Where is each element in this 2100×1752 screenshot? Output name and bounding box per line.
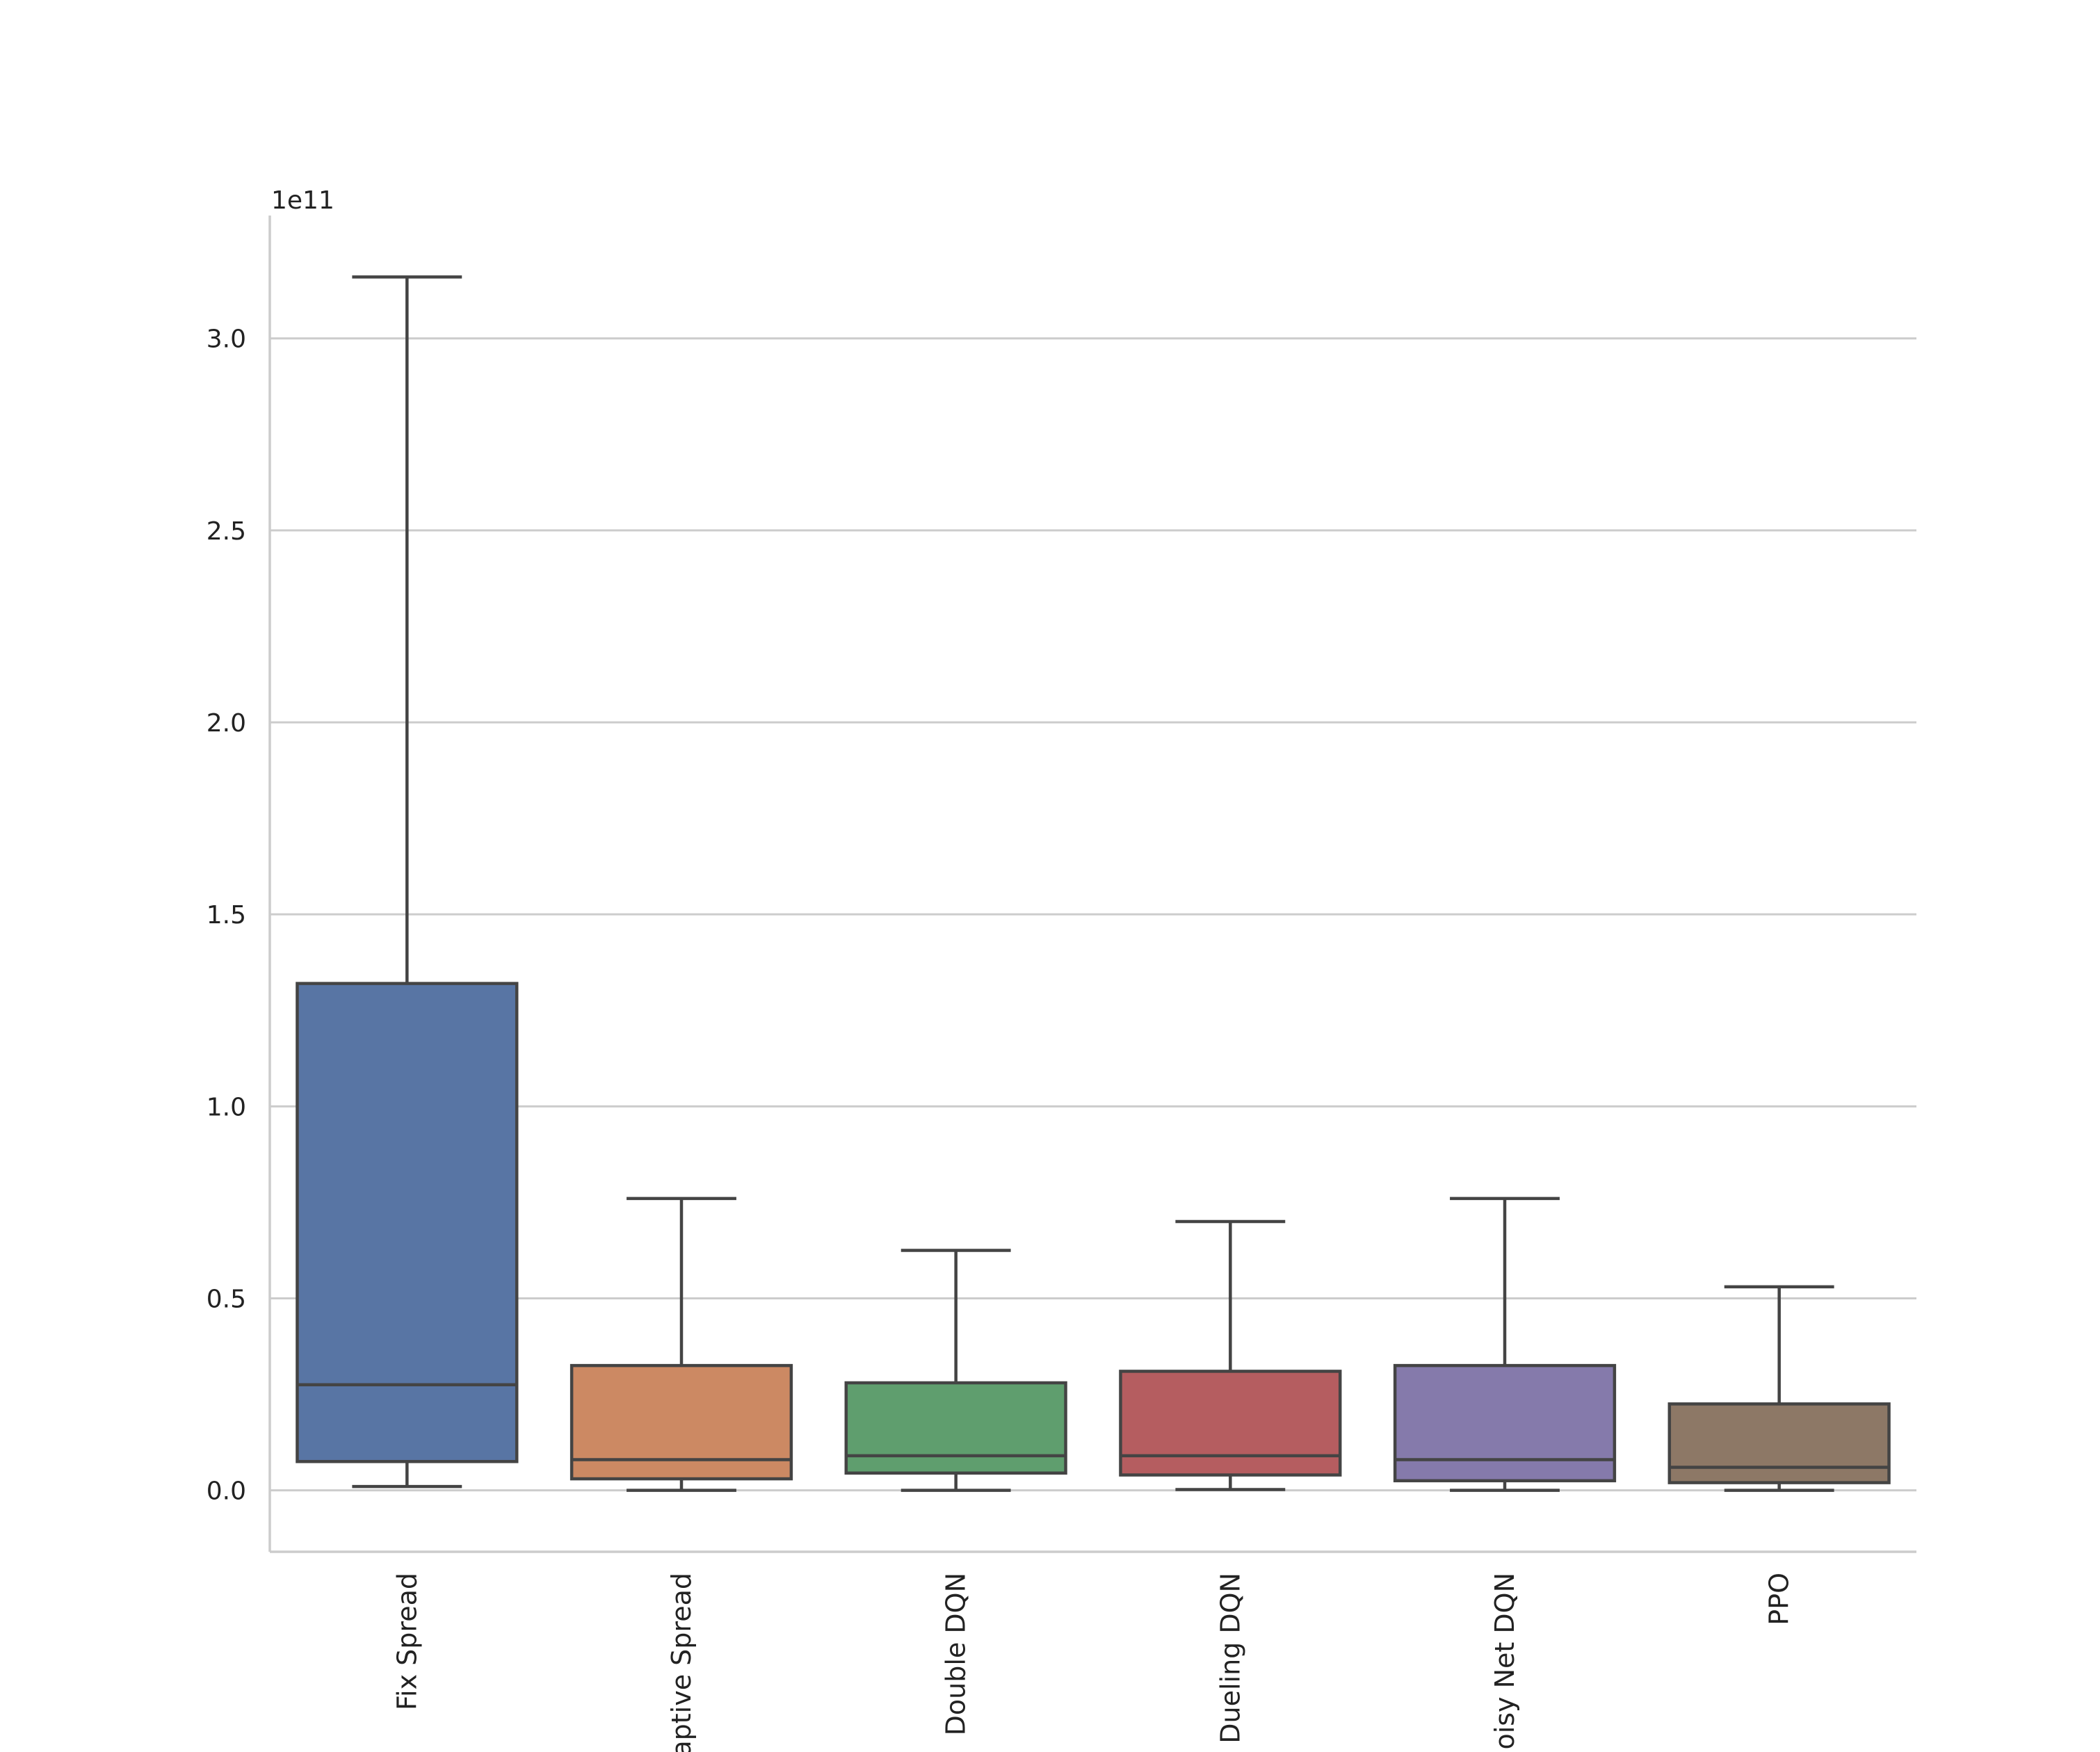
box-body bbox=[844, 1381, 1067, 1475]
y-tick-label: 2.5 bbox=[207, 517, 246, 546]
box-4 bbox=[1119, 1219, 1342, 1491]
box-body bbox=[1393, 1363, 1617, 1483]
box-3 bbox=[844, 1249, 1067, 1492]
y-tick-label: 0.5 bbox=[207, 1285, 246, 1313]
box-body bbox=[1119, 1370, 1342, 1477]
box-2 bbox=[570, 1197, 793, 1492]
box-6 bbox=[1667, 1285, 1891, 1492]
boxes bbox=[296, 275, 1891, 1492]
x-tick-label: Double DQN bbox=[941, 1573, 971, 1735]
y-offset-label: 1e11 bbox=[271, 186, 334, 215]
axes-spines bbox=[268, 216, 1916, 1553]
x-tick-label: PPO bbox=[1764, 1573, 1795, 1625]
x-tick-labels: Fix Spread Adaptive Spread Double DQN Dueli… bbox=[391, 1573, 1794, 1752]
y-tick-label: 1.0 bbox=[207, 1093, 246, 1121]
y-tick-labels: 0.0 0.5 1.0 1.5 2.0 2.5 3.0 bbox=[207, 325, 246, 1506]
x-tick-label: Noisy Net DQN bbox=[1489, 1573, 1520, 1752]
x-tick-label: Dueling DQN bbox=[1215, 1573, 1245, 1744]
x-tick-label: Fix Spread bbox=[391, 1573, 422, 1710]
y-tick-label: 3.0 bbox=[207, 325, 246, 354]
box-body bbox=[296, 982, 519, 1463]
box-body bbox=[570, 1363, 793, 1481]
x-tick-label: Adaptive Spread bbox=[666, 1573, 697, 1752]
y-tick-label: 2.0 bbox=[207, 709, 246, 738]
box-5 bbox=[1393, 1197, 1617, 1492]
y-tick-label: 0.0 bbox=[207, 1477, 246, 1506]
box-body bbox=[1667, 1402, 1891, 1484]
grid-lines bbox=[270, 337, 1916, 1492]
y-tick-label: 1.5 bbox=[207, 901, 246, 930]
box-1 bbox=[296, 275, 519, 1489]
